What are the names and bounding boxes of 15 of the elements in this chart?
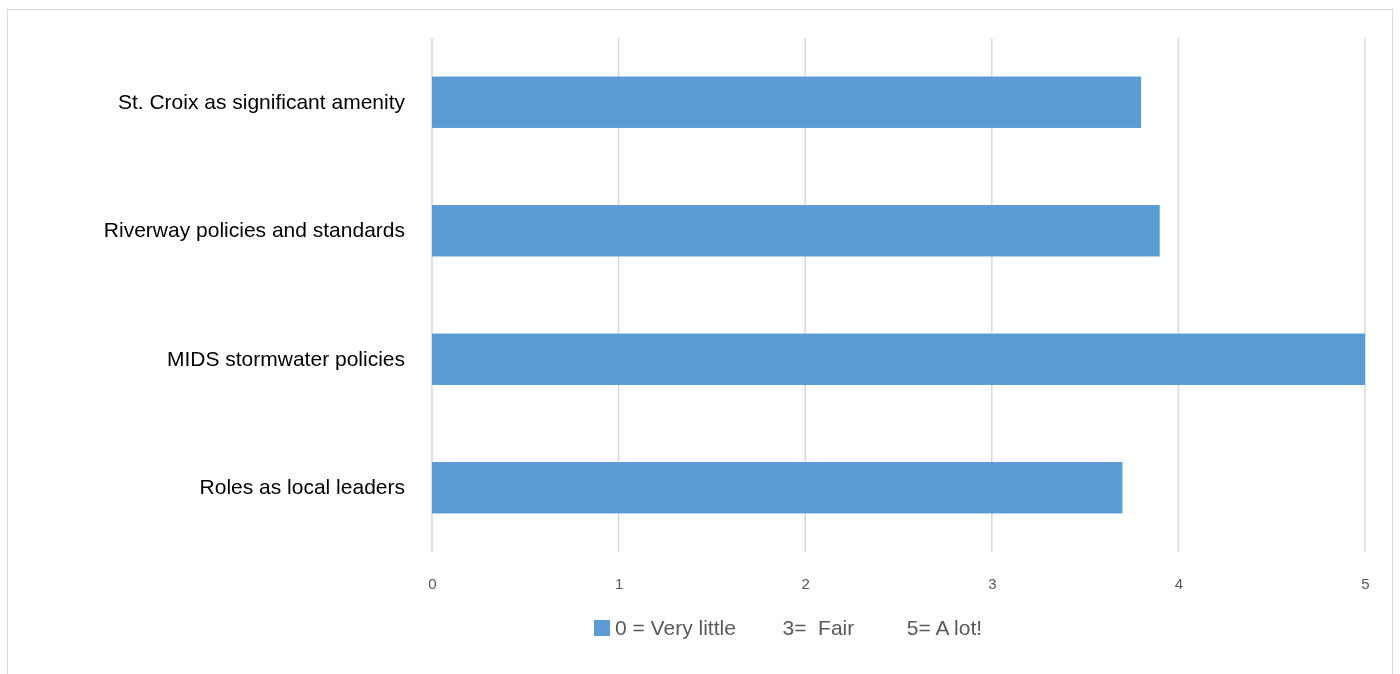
- y-tick-label: MIDS stormwater policies: [166, 346, 405, 370]
- y-tick-label: Riverway policies and standards: [103, 218, 405, 242]
- bar: [432, 205, 1160, 257]
- bar: [432, 333, 1365, 385]
- y-tick-label: Roles as local leaders: [199, 475, 405, 499]
- y-tick-label: St. Croix as significant amenity: [117, 89, 406, 113]
- x-tick-label: 2: [801, 574, 810, 592]
- bar: [432, 462, 1123, 514]
- x-tick-label: 5: [1361, 574, 1370, 592]
- x-tick-label: 1: [614, 574, 624, 592]
- x-tick-label: 4: [1174, 574, 1184, 592]
- legend-label: 0 = Very little 3= Fair 5= A lot!: [615, 616, 983, 640]
- bar: [432, 76, 1142, 128]
- x-tick-label: 0: [428, 574, 437, 592]
- x-tick-label: 3: [988, 574, 997, 592]
